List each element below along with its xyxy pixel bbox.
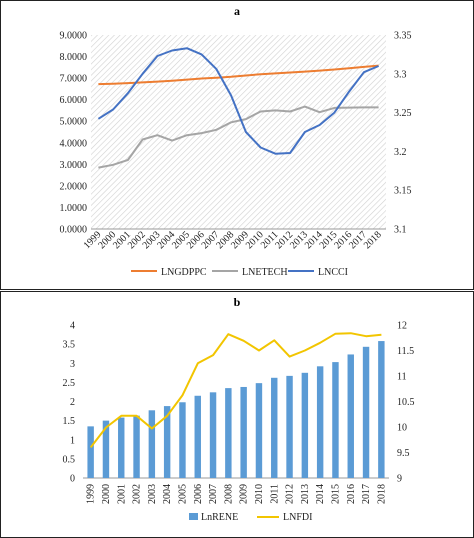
y-left-tick-label: 0 [70,474,75,485]
y-left-tick-labels-a: 0.0000 1.0000 2.0000 3.0000 4.0000 5.0000 6.00… [60,31,88,236]
legend-a: LNGDPPC LNETECH LNCCI [131,267,348,278]
bar [209,392,217,478]
series-line-lngdppc [98,64,379,86]
x-tick-label: 2007 [208,484,219,504]
chart-a-svg: 0.0000 1.0000 2.0000 3.0000 4.0000 5.0000 6.00… [60,31,412,279]
y-left-tick-label: 1.5 [63,416,76,427]
chart-panel-a: a 0.0000 1.0000 2.0000 3.0000 4.0000 5.0000 6.… [0,0,474,290]
y-left-tick-label: 8.0000 [60,52,88,63]
bar [286,375,293,478]
x-tick-label: 2018 [376,484,387,504]
y-right-tick-label: 9.5 [397,448,410,459]
y-right-tick-label: 3.35 [394,31,412,42]
chart-a-title: a [234,4,240,18]
legend-label: LNGDPPC [161,267,207,278]
legend-label: LNETECH [242,267,288,278]
y-left-tick-label: 2.5 [63,378,76,389]
x-tick-label: 2012 [285,484,296,504]
y-right-tick-labels-b: 9 9.5 10 10.5 11 11.5 12 [397,321,415,485]
bar [316,366,324,478]
y-right-tick-label: 3.1 [394,225,407,236]
y-left-tick-label: 3 [70,359,75,370]
legend-label: LnRENE [201,512,238,523]
x-tick-label: 2009 [239,484,250,504]
x-tick-label: 2001 [116,484,127,504]
x-tick-labels-a: 1999200020012002200320042005200620072008… [82,229,384,251]
y-left-tick-label: 2.0000 [60,181,88,192]
bar [118,417,125,478]
bar [240,386,247,478]
x-tick-label: 2000 [101,484,112,504]
bar [148,410,156,478]
x-tick-label: 1999 [86,484,97,504]
bars-lnrene [87,341,385,478]
bar [271,377,278,478]
y-left-tick-label: 5.0000 [60,117,88,128]
y-left-tick-label: 7.0000 [60,74,88,85]
bar [133,415,140,478]
bar [102,420,110,478]
x-tick-label: 2011 [269,484,280,504]
x-tick-label: 2014 [315,484,326,504]
x-tick-label: 2008 [223,484,234,504]
y-right-tick-label: 9 [397,474,402,485]
x-tick-label: 2016 [346,484,357,504]
y-left-tick-label: 1 [70,435,75,446]
y-right-tick-label: 3.25 [394,108,412,119]
y-left-tick-label: 6.0000 [60,95,88,106]
x-tick-label: 2017 [361,484,372,504]
y-left-tick-labels-b: 0 0.5 1 1.5 2 2.5 3 3.5 4 [63,321,76,485]
legend-swatch [189,513,198,520]
bar [194,395,201,478]
bar [179,402,186,478]
legend-label: LNFDI [283,512,312,523]
y-left-tick-label: 2 [70,397,75,408]
x-tick-label: 2005 [177,484,188,504]
x-tick-label: 2004 [162,484,173,504]
y-left-tick-label: 0.0000 [60,225,88,236]
y-right-tick-label: 11 [397,372,407,383]
y-left-tick-label: 3.5 [63,340,76,351]
y-right-tick-label: 11.5 [397,346,414,357]
y-right-tick-label: 10 [397,423,407,434]
y-right-tick-label: 10.5 [397,397,415,408]
y-right-tick-label: 12 [397,321,407,332]
y-right-tick-label: 3.15 [394,186,412,197]
series-line-lnfdi [89,332,382,449]
x-tick-label: 2002 [132,484,143,504]
y-left-tick-label: 9.0000 [60,31,88,42]
legend-label: LNCCI [318,267,348,278]
x-tick-label: 2013 [300,484,311,504]
x-tick-labels-b: 1999 2000 2001 2002 2003 2004 2005 2006 2007 2008… [86,484,388,504]
y-left-tick-label: 0.5 [63,454,76,465]
x-tick-label: 2010 [254,484,265,504]
y-right-tick-labels-a: 3.1 3.15 3.2 3.25 3.3 3.35 [394,31,412,236]
y-left-tick-label: 4.0000 [60,138,88,149]
y-left-tick-label: 1.0000 [60,203,88,214]
bar [347,354,354,478]
series-line-lnetech [98,105,379,169]
x-tick-label: 2018 [362,229,384,251]
bar [225,388,232,478]
x-tick-label: 2003 [147,484,158,504]
bar [255,383,263,478]
legend-b: LnRENE LNFDI [189,512,312,523]
y-right-tick-label: 3.2 [394,147,407,158]
bar [163,406,171,478]
bar [332,362,339,478]
y-left-tick-label: 4 [70,321,75,332]
chart-b-title: b [233,295,241,309]
y-right-tick-label: 3.3 [394,69,407,80]
series-line-lncci [97,47,379,155]
bar [378,341,385,478]
x-tick-label: 2006 [193,484,204,504]
x-tick-label: 2015 [330,484,341,504]
chart-panel-b: b 0 0.5 1 1.5 2 2.5 3 3.5 4 9 9.5 10 10.5 11 11.5 12 199… [0,291,474,538]
y-left-tick-label: 3.0000 [60,160,88,171]
bar [301,372,309,478]
bar [362,346,370,478]
bar [87,426,94,478]
plot-area-a [91,35,386,229]
